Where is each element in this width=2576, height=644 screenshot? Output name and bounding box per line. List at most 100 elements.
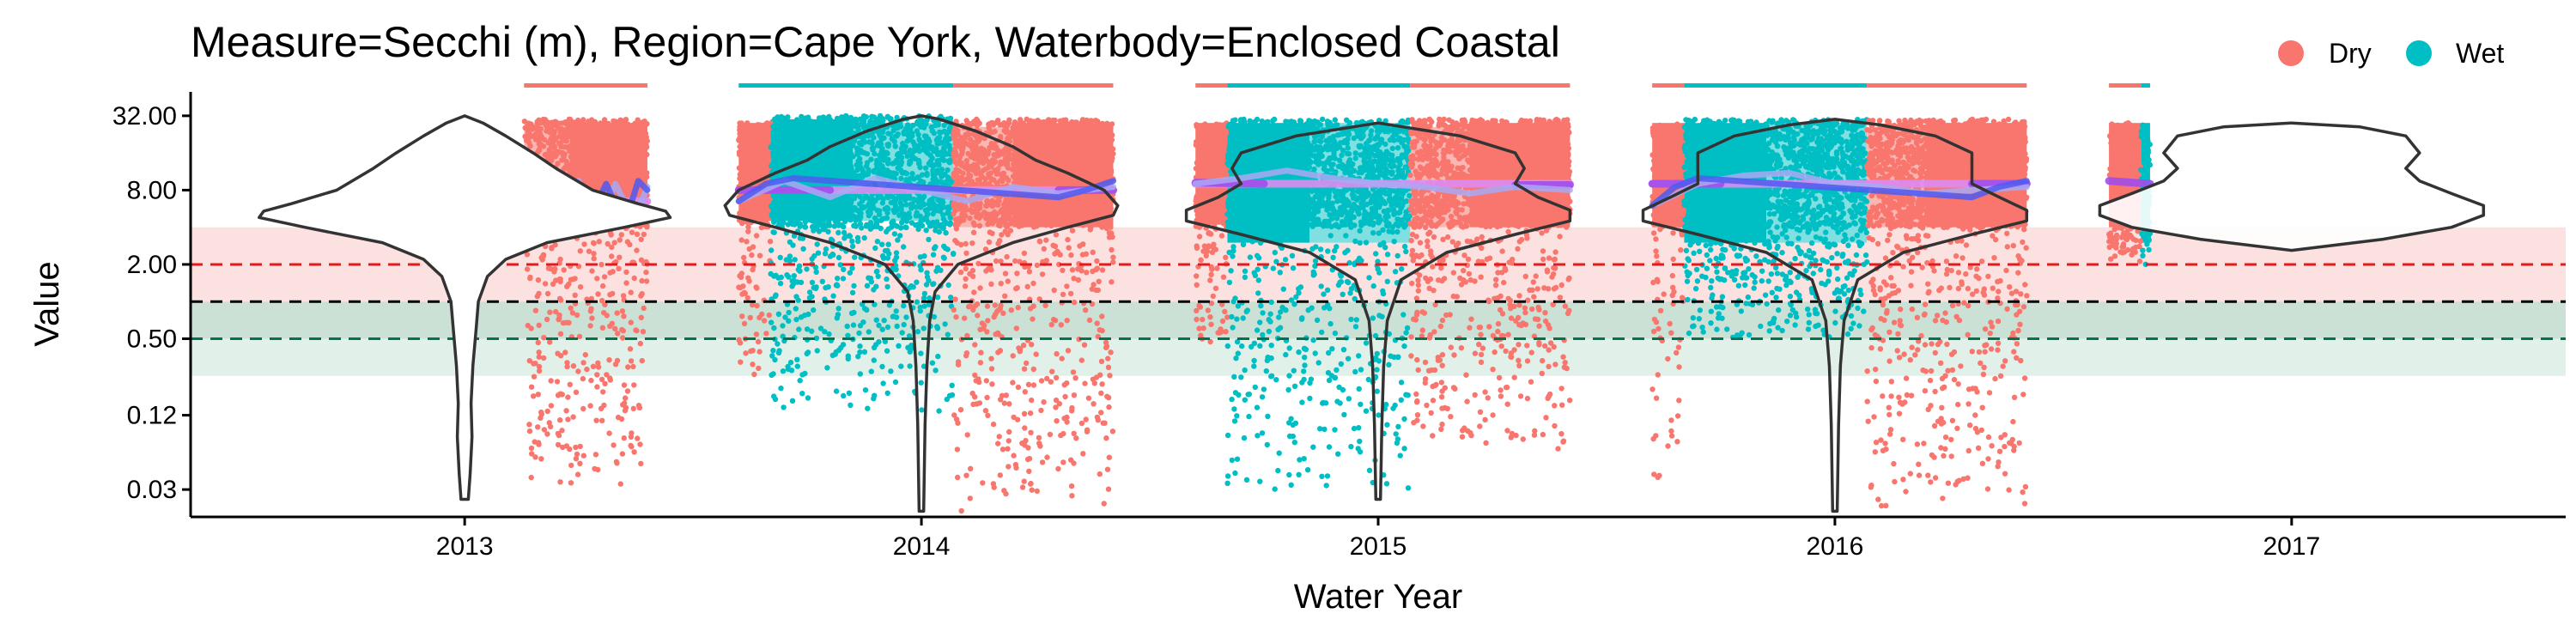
scatter-point bbox=[1104, 466, 1111, 472]
scatter-point bbox=[939, 173, 946, 179]
scatter-point bbox=[1010, 125, 1016, 131]
scatter-point bbox=[841, 392, 847, 399]
scatter-point bbox=[611, 240, 617, 246]
scatter-point bbox=[1021, 250, 1028, 257]
scatter-point bbox=[794, 139, 800, 146]
scatter-point bbox=[781, 139, 787, 145]
scatter-point bbox=[830, 293, 836, 299]
scatter-point bbox=[866, 167, 872, 173]
scatter-point bbox=[790, 206, 796, 212]
scatter-point bbox=[598, 128, 604, 134]
scatter-point bbox=[925, 219, 932, 226]
scatter-point bbox=[1097, 141, 1103, 148]
scatter-point bbox=[620, 328, 626, 334]
scatter-point bbox=[1034, 488, 1041, 495]
season-bar-wet bbox=[1227, 83, 1411, 88]
scatter-point bbox=[820, 207, 827, 214]
scatter-point bbox=[976, 222, 983, 229]
scatter-point bbox=[643, 278, 650, 284]
scatter-point bbox=[1101, 501, 1107, 507]
scatter-point bbox=[997, 472, 1004, 478]
scatter-point bbox=[744, 295, 750, 301]
scatter-point bbox=[835, 254, 842, 261]
scatter-point bbox=[873, 157, 880, 164]
scatter-point bbox=[532, 454, 538, 460]
scatter-point bbox=[886, 302, 893, 308]
scatter-point bbox=[771, 393, 777, 399]
scatter-point bbox=[792, 257, 798, 263]
scatter-point bbox=[566, 281, 572, 288]
scatter-point bbox=[571, 119, 577, 125]
scatter-point bbox=[910, 122, 916, 129]
scatter-point bbox=[1000, 160, 1006, 166]
scatter-point bbox=[1071, 392, 1078, 398]
scatter-point bbox=[858, 148, 864, 154]
scatter-point bbox=[617, 254, 623, 260]
scatter-point bbox=[936, 134, 943, 141]
scatter-point bbox=[848, 310, 855, 316]
scatter-point bbox=[868, 279, 875, 285]
scatter-point bbox=[565, 394, 571, 400]
scatter-point bbox=[631, 275, 637, 282]
scatter-point bbox=[1094, 320, 1100, 326]
scatter-point bbox=[583, 142, 589, 148]
scatter-point bbox=[1108, 125, 1114, 131]
scatter-point bbox=[852, 222, 858, 228]
scatter-point bbox=[751, 371, 757, 378]
scatter-point bbox=[1006, 428, 1012, 435]
scatter-point bbox=[851, 283, 857, 289]
scatter-point bbox=[895, 131, 901, 137]
scatter-point bbox=[587, 308, 594, 314]
scatter-point bbox=[744, 239, 750, 245]
scatter-point bbox=[999, 447, 1006, 453]
scatter-point bbox=[1051, 287, 1057, 294]
scatter-point bbox=[970, 401, 976, 408]
scatter-point bbox=[536, 354, 542, 360]
scatter-point bbox=[750, 244, 756, 250]
scatter-point bbox=[833, 388, 840, 394]
scatter-point bbox=[884, 193, 890, 200]
scatter-point bbox=[790, 242, 796, 248]
scatter-point bbox=[983, 378, 990, 384]
scatter-point bbox=[1069, 267, 1076, 273]
scatter-point bbox=[891, 138, 898, 145]
scatter-point bbox=[570, 363, 577, 369]
scatter-point bbox=[568, 305, 574, 311]
scatter-point bbox=[638, 293, 644, 299]
scatter-point bbox=[888, 368, 894, 374]
scatter-point bbox=[868, 368, 874, 374]
scatter-point bbox=[629, 135, 636, 141]
scatter-point bbox=[994, 330, 1001, 336]
scatter-point bbox=[560, 151, 566, 158]
scatter-point bbox=[769, 211, 775, 218]
scatter-point bbox=[1001, 488, 1007, 494]
scatter-point bbox=[1041, 246, 1048, 252]
scatter-point bbox=[789, 120, 795, 126]
scatter-point bbox=[818, 116, 824, 123]
scatter-point bbox=[809, 223, 816, 230]
scatter-point bbox=[639, 277, 645, 284]
season-bar-dry bbox=[524, 83, 647, 88]
scatter-point bbox=[987, 229, 993, 235]
scatter-point bbox=[769, 204, 775, 210]
scatter-point bbox=[1069, 228, 1076, 234]
scatter-point bbox=[929, 128, 936, 134]
scatter-point bbox=[967, 216, 973, 222]
scatter-point bbox=[918, 117, 924, 123]
scatter-point bbox=[879, 326, 885, 332]
scatter-point bbox=[884, 276, 890, 283]
scatter-point bbox=[619, 308, 626, 314]
scatter-point bbox=[820, 156, 826, 163]
scatter-point bbox=[599, 325, 606, 331]
scatter-point bbox=[623, 280, 629, 286]
scatter-point bbox=[531, 374, 538, 380]
scatter-point bbox=[769, 247, 775, 253]
scatter-point bbox=[583, 134, 589, 140]
scatter-point bbox=[1022, 140, 1028, 146]
scatter-point bbox=[998, 397, 1004, 403]
scatter-point bbox=[594, 276, 600, 282]
scatter-point bbox=[801, 149, 808, 155]
scatter-point bbox=[811, 252, 817, 259]
scatter-point bbox=[820, 218, 826, 224]
scatter-point bbox=[844, 210, 850, 216]
